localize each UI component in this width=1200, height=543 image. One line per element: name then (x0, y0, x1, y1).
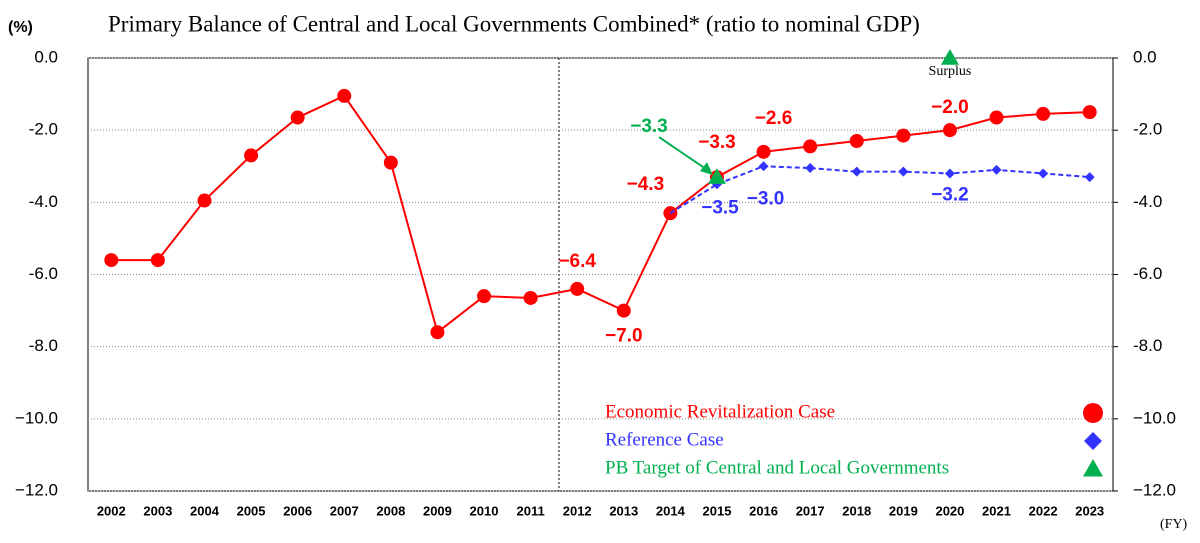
x-tick-label: 2023 (1075, 503, 1104, 518)
y2-tick-label: −10.0 (1133, 408, 1176, 427)
value-label: −3.0 (747, 188, 785, 209)
point (940, 49, 959, 65)
y-tick-label: -2.0 (29, 120, 58, 139)
x-tick-label: 2007 (330, 503, 359, 518)
point (616, 303, 631, 318)
y-tick-label: -6.0 (29, 264, 58, 283)
annotation: Surplus (929, 64, 972, 79)
point (337, 88, 352, 103)
value-label: −3.3 (698, 132, 736, 153)
y-axis-label: (%) (8, 19, 33, 36)
y2-tick-label: 0.0 (1133, 47, 1157, 66)
arrow-head (699, 162, 713, 176)
x-tick-label: 2002 (97, 503, 126, 518)
point (707, 168, 726, 184)
x-axis-label: (FY) (1160, 517, 1188, 532)
point (942, 123, 957, 138)
point (244, 148, 259, 163)
point (1084, 432, 1102, 450)
x-tick-label: 2022 (1029, 503, 1058, 518)
x-tick-label: 2017 (796, 503, 825, 518)
point (805, 163, 816, 174)
x-tick-label: 2018 (842, 503, 871, 518)
x-tick-label: 2008 (376, 503, 405, 518)
y-tick-label: −12.0 (15, 480, 58, 499)
point (477, 289, 492, 304)
point (1038, 168, 1049, 179)
y2-tick-label: −12.0 (1133, 480, 1176, 499)
value-label: −4.3 (627, 174, 665, 195)
y-tick-label: −10.0 (15, 408, 58, 427)
x-tick-label: 2010 (470, 503, 499, 518)
legend-label: Reference Case (605, 429, 724, 450)
value-label: −3.2 (931, 184, 969, 205)
x-tick-label: 2020 (935, 503, 964, 518)
value-label: −3.3 (630, 116, 668, 137)
y2-tick-label: -2.0 (1133, 120, 1162, 139)
x-tick-label: 2012 (563, 503, 592, 518)
point (290, 110, 305, 125)
point (430, 325, 445, 340)
point (1082, 105, 1097, 120)
y-tick-label: -4.0 (29, 192, 58, 211)
y2-tick-label: -4.0 (1133, 192, 1162, 211)
point (1083, 459, 1103, 477)
y2-tick-label: -8.0 (1133, 336, 1162, 355)
value-label: −7.0 (605, 326, 643, 347)
value-label: −3.5 (701, 197, 739, 218)
point (851, 166, 862, 177)
point (756, 144, 771, 159)
x-tick-label: 2019 (889, 503, 918, 518)
chart-title: Primary Balance of Central and Local Gov… (108, 11, 920, 36)
point (570, 281, 585, 296)
legend-label: PB Target of Central and Local Governmen… (605, 457, 949, 478)
x-tick-label: 2009 (423, 503, 452, 518)
point (1083, 403, 1103, 423)
value-label: −6.4 (558, 251, 596, 272)
point (1084, 172, 1095, 183)
x-tick-label: 2006 (283, 503, 312, 518)
point (991, 164, 1002, 175)
point (758, 161, 769, 172)
point (104, 253, 119, 268)
point (944, 168, 955, 179)
series-line (111, 94, 1090, 334)
y-tick-label: 0.0 (34, 47, 58, 66)
x-tick-label: 2011 (517, 503, 545, 518)
point (803, 139, 818, 154)
point (896, 128, 911, 143)
point (849, 133, 864, 148)
legend-label: Economic Revitalization Case (605, 401, 835, 422)
arrow (658, 136, 710, 172)
x-tick-label: 2016 (749, 503, 778, 518)
x-tick-label: 2004 (190, 503, 220, 518)
series-line (669, 165, 1090, 215)
value-label: −2.0 (931, 97, 969, 118)
point (898, 166, 909, 177)
x-tick-label: 2005 (237, 503, 266, 518)
value-label: −2.6 (755, 108, 793, 129)
point (1036, 106, 1051, 121)
x-tick-label: 2013 (609, 503, 638, 518)
y-tick-label: -8.0 (29, 336, 58, 355)
point (523, 290, 538, 305)
x-tick-label: 2021 (982, 503, 1011, 518)
point (150, 253, 165, 268)
x-tick-label: 2015 (703, 503, 732, 518)
point (197, 193, 212, 208)
point (989, 110, 1004, 125)
point (383, 155, 398, 170)
y2-tick-label: -6.0 (1133, 264, 1162, 283)
x-tick-label: 2014 (656, 503, 686, 518)
x-tick-label: 2003 (143, 503, 172, 518)
